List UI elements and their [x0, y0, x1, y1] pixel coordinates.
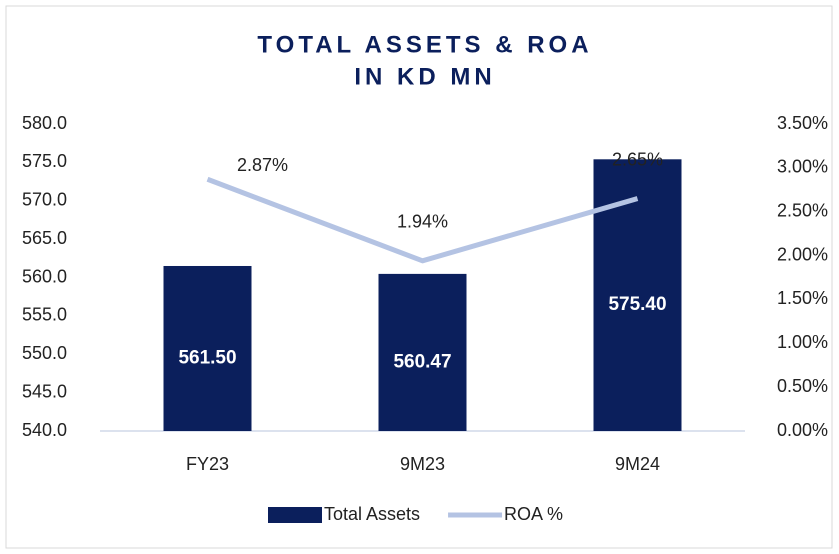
x-tick-label: 9M23 — [400, 454, 445, 474]
bar-label: 575.40 — [608, 294, 666, 315]
y2-tick-label: 2.00% — [777, 244, 828, 264]
legend-label: Total Assets — [324, 504, 420, 524]
bar — [163, 265, 252, 431]
legend-label: ROA % — [504, 504, 563, 524]
bar-label: 561.50 — [178, 348, 236, 369]
y-tick-label: 540.0 — [22, 420, 67, 440]
line-label: 2.87% — [237, 155, 288, 175]
y2-tick-label: 0.50% — [777, 376, 828, 396]
line-label: 2.65% — [612, 149, 663, 169]
line-label: 1.94% — [397, 212, 448, 232]
legend-swatch — [268, 507, 322, 523]
y-tick-label: 545.0 — [22, 381, 67, 401]
y-tick-label: 570.0 — [22, 190, 67, 210]
y2-tick-label: 0.00% — [777, 420, 828, 440]
y2-tick-label: 2.50% — [777, 200, 828, 220]
line — [206, 176, 639, 264]
bar-label: 560.47 — [393, 351, 451, 372]
x-tick-label: FY23 — [186, 454, 229, 474]
y2-tick-label: 1.00% — [777, 332, 828, 352]
y-tick-label: 565.0 — [22, 228, 67, 248]
y-tick-label: 575.0 — [22, 151, 67, 171]
x-tick-label: 9M24 — [615, 454, 660, 474]
chart-title: IN KD MN — [354, 63, 495, 90]
y2-tick-label: 3.50% — [777, 113, 828, 133]
y2-tick-label: 1.50% — [777, 288, 828, 308]
chart-title: TOTAL ASSETS & ROA — [257, 31, 592, 58]
y-tick-label: 580.0 — [22, 113, 67, 133]
y2-tick-label: 3.00% — [777, 157, 828, 177]
y-tick-label: 550.0 — [22, 343, 67, 363]
bar — [378, 273, 467, 431]
y-tick-label: 555.0 — [22, 305, 67, 325]
y-tick-label: 560.0 — [22, 266, 67, 286]
